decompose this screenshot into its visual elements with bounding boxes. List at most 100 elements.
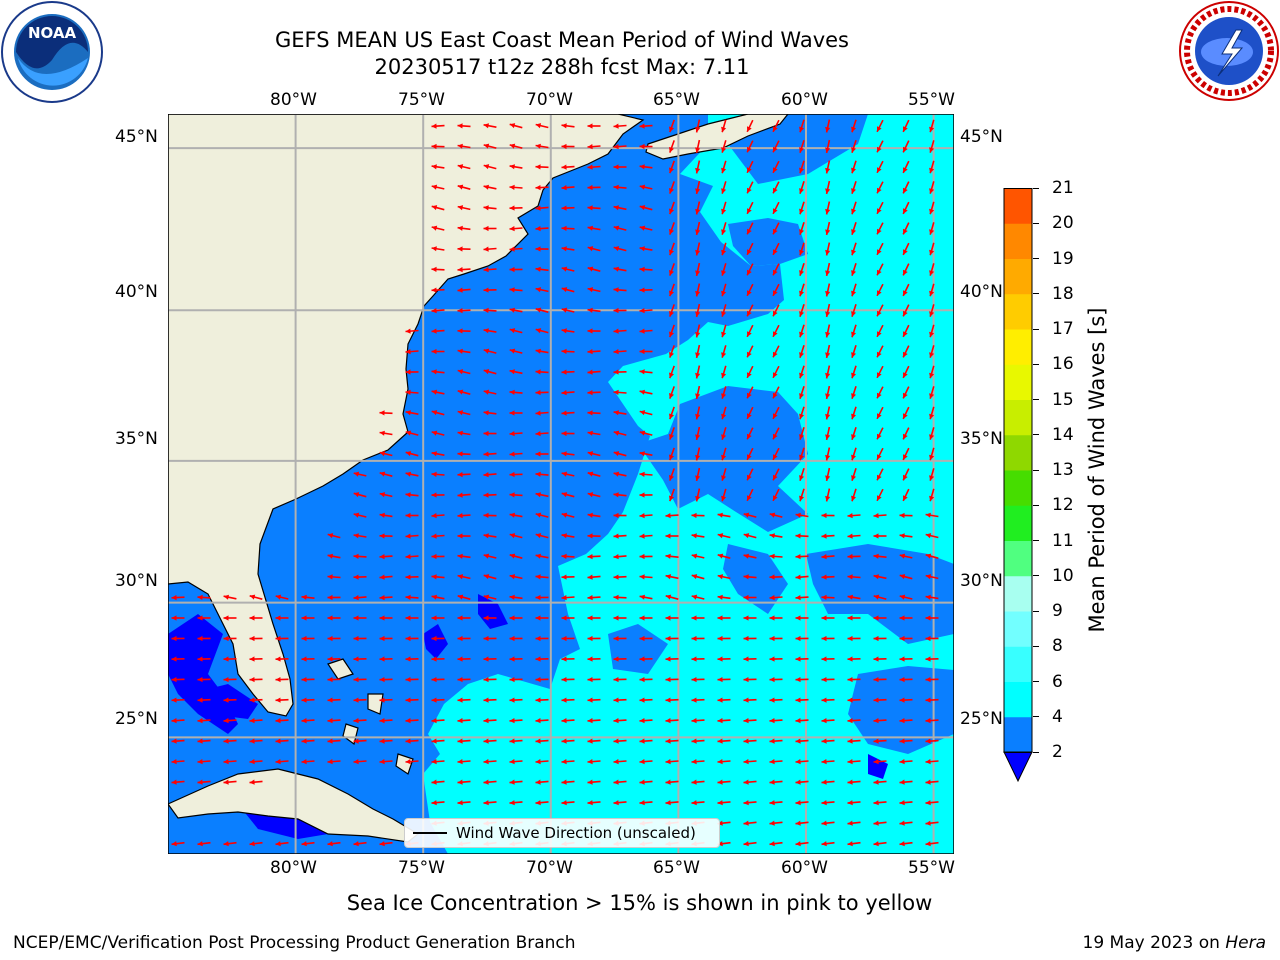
wave-arrow-head — [379, 718, 385, 724]
wave-arrow-head — [457, 677, 463, 683]
wave-arrow-head — [431, 635, 437, 642]
wave-arrow-head — [509, 738, 515, 744]
wave-arrow-head — [587, 595, 593, 601]
colorbar-tick-label: 2 — [1052, 742, 1063, 762]
wave-arrow-head — [799, 167, 804, 174]
wave-arrow-head — [929, 475, 935, 481]
colorbar-tick-mark — [1033, 540, 1039, 541]
wave-arrow-head — [639, 594, 645, 600]
wave-arrow-head — [301, 718, 307, 724]
wave-arrow-head — [457, 430, 463, 436]
wave-arrow-head — [691, 697, 697, 703]
wave-arrow-head — [747, 310, 752, 317]
wave-arrow-head — [903, 392, 908, 399]
wave-arrow-head — [877, 187, 882, 194]
legend-line-swatch — [413, 832, 447, 834]
wave-arrow-head — [825, 413, 831, 420]
wave-arrow-head — [669, 475, 674, 481]
wave-arrow-head — [587, 779, 593, 785]
wave-arrow-head — [873, 615, 879, 621]
wave-arrow-head — [431, 348, 437, 355]
wave-arrow-head — [613, 492, 619, 498]
wave-arrow-head — [483, 635, 489, 642]
wave-arrow-head — [457, 348, 463, 354]
wave-arrow-head — [795, 677, 801, 683]
wave-arrow-head — [431, 574, 437, 580]
wave-arrow-head — [249, 677, 255, 683]
wave-arrow-head — [405, 349, 411, 355]
wave-arrow-head — [457, 410, 464, 416]
wave-arrow-head — [431, 328, 437, 334]
wave-arrow-head — [847, 738, 853, 744]
wave-arrow-head — [405, 615, 411, 621]
wave-arrow-head — [695, 147, 701, 153]
wave-arrow-head — [535, 307, 542, 313]
wave-arrow-head — [509, 369, 515, 375]
chart-subtitle: 20230517 t12z 288h fcst Max: 7.11 — [374, 55, 750, 79]
wave-arrow-head — [695, 249, 701, 256]
wave-arrow-head — [925, 759, 931, 765]
wave-arrow-head — [613, 471, 620, 477]
wave-arrow-head — [847, 533, 853, 539]
wave-arrow-head — [851, 331, 856, 338]
wave-arrow-head — [639, 328, 645, 334]
wave-arrow-head — [795, 697, 801, 703]
wave-arrow-head — [769, 533, 775, 539]
wave-arrow-head — [379, 574, 385, 580]
wave-arrow-head — [903, 331, 908, 337]
wave-arrow-head — [405, 718, 411, 724]
wave-arrow-head — [769, 841, 775, 847]
wave-arrow-head — [695, 208, 701, 215]
wave-arrow-head — [561, 471, 568, 477]
wave-arrow-head — [457, 451, 463, 457]
wave-arrow-head — [223, 594, 229, 600]
wave-arrow-head — [353, 615, 359, 621]
wave-arrow-head — [535, 635, 541, 642]
wave-arrow-head — [379, 533, 385, 539]
wave-arrow-head — [587, 184, 593, 191]
wave-arrow-head — [327, 574, 333, 580]
wave-arrow-head — [851, 270, 856, 276]
wave-arrow-head — [721, 393, 727, 399]
wave-arrow-head — [561, 615, 567, 621]
wave-arrow-head — [873, 718, 879, 724]
wave-arrow-head — [561, 328, 567, 334]
colorbar-tick-mark — [1033, 575, 1039, 577]
wave-arrow-head — [851, 475, 856, 481]
wave-arrow-head — [483, 267, 489, 273]
wave-arrow-head — [327, 533, 334, 539]
wave-arrow-head — [747, 187, 752, 194]
wave-arrow-head — [535, 410, 541, 416]
wave-arrow-head — [669, 393, 674, 399]
wave-arrow-head — [249, 738, 255, 744]
wave-arrow-head — [587, 246, 594, 252]
wave-arrow-head — [509, 287, 515, 293]
wave-arrow-head — [877, 413, 882, 419]
wave-arrow-head — [847, 841, 853, 847]
colorbar-segment — [1004, 188, 1032, 224]
colorbar-tick-label: 21 — [1052, 178, 1074, 198]
wave-arrow-head — [301, 841, 307, 847]
colorbar-segment — [1004, 434, 1032, 471]
wave-arrow-head — [721, 311, 727, 317]
wave-arrow-head — [483, 615, 489, 621]
lon-tick-bottom-2: 75°W — [398, 858, 445, 878]
wave-arrow-head — [743, 533, 750, 539]
wave-arrow-head — [747, 474, 752, 481]
wave-arrow-head — [851, 413, 856, 420]
wave-arrow-head — [561, 390, 567, 396]
wave-arrow-head — [535, 759, 541, 765]
wave-arrow-head — [795, 554, 801, 560]
wave-arrow-head — [929, 454, 935, 461]
wave-arrow-head — [669, 331, 674, 338]
wave-arrow-head — [669, 229, 674, 235]
wave-arrow-head — [353, 512, 360, 518]
wave-arrow-head — [925, 594, 931, 600]
wave-arrow-head — [301, 738, 307, 744]
colorbar-tick-mark — [1033, 399, 1039, 400]
wave-arrow-head — [851, 208, 856, 215]
wave-arrow-head — [613, 205, 619, 211]
lat-tick-right-4: 30°N — [960, 571, 1003, 591]
wave-arrow-head — [457, 369, 464, 375]
wave-arrow-head — [747, 413, 752, 419]
